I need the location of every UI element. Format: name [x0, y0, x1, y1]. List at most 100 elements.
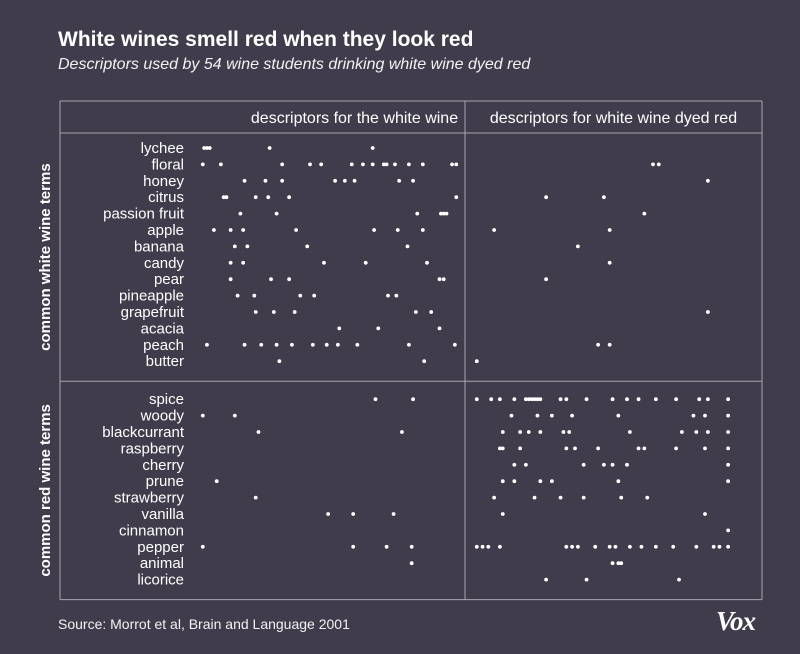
dot-red-prune-1	[512, 479, 517, 484]
dot-white-floral-13	[450, 162, 454, 167]
dot-red-raspberry-9	[703, 446, 707, 451]
dot-white-banana-2	[305, 244, 310, 249]
dot-white-pineapple-0	[235, 293, 240, 298]
tick-label-animal: animal	[140, 555, 184, 572]
dot-red-floral-1	[656, 162, 661, 167]
dot-red-animal-2	[619, 561, 624, 566]
column-header-white-wine: descriptors for the white wine	[251, 110, 458, 127]
dot-white-peach-0	[205, 342, 209, 347]
dot-white-citrus-5	[454, 195, 459, 200]
dot-red-woody-2	[549, 413, 554, 418]
dot-white-pepper-2	[384, 544, 389, 549]
dot-red-prune-3	[549, 479, 554, 484]
dot-red-spice-5	[526, 397, 531, 402]
dot-red-spice-13	[610, 397, 615, 402]
dot-red-cherry-3	[601, 462, 606, 467]
dot-red-spice-8	[535, 397, 540, 402]
column-header-dyed-red: descriptors for white wine dyed red	[490, 110, 737, 127]
tick-label-cherry: cherry	[142, 457, 184, 474]
vox-logo: Vox	[716, 606, 756, 636]
dot-white-honey-6	[397, 178, 402, 183]
dot-red-woody-4	[616, 413, 621, 418]
dot-white-apple-6	[420, 228, 425, 232]
tick-label-floral: floral	[151, 156, 184, 173]
dot-red-spice-0	[474, 397, 479, 402]
dot-red-pepper-15	[711, 544, 716, 549]
dot-red-blackcurrant-9	[705, 430, 710, 434]
group-label-0: common white wine terms	[37, 163, 54, 351]
dot-white-peach-8	[355, 342, 360, 347]
dot-red-spice-11	[564, 397, 569, 402]
dot-white-acacia-0	[337, 326, 342, 331]
dot-white-banana-3	[405, 244, 410, 249]
dot-white-apple-5	[395, 228, 400, 232]
dot-red-cinnamon-0	[726, 528, 731, 533]
dot-white-apple-4	[372, 228, 376, 232]
dot-red-blackcurrant-8	[694, 430, 699, 434]
tick-label-strawberry: strawberry	[114, 490, 185, 507]
dot-white-floral-2	[280, 162, 285, 167]
dot-white-peach-5	[310, 342, 315, 347]
dot-red-pepper-6	[575, 544, 580, 549]
dot-white-honey-1	[263, 178, 268, 183]
dot-red-raspberry-7	[642, 446, 647, 451]
dot-white-peach-3	[274, 342, 279, 347]
dot-red-blackcurrant-2	[526, 430, 531, 434]
tick-label-lychee: lychee	[141, 140, 184, 157]
dot-red-prune-5	[726, 479, 731, 484]
dot-white-floral-3	[308, 162, 312, 167]
dot-red-spice-10	[558, 397, 563, 402]
dot-white-butter-0	[277, 359, 282, 364]
dot-red-prune-2	[538, 479, 543, 484]
dot-red-spice-7	[532, 397, 537, 402]
dot-red-blackcurrant-3	[538, 430, 543, 434]
dot-white-lychee-2	[207, 146, 212, 150]
dot-red-butter-0	[474, 359, 479, 364]
dot-red-spice-9	[538, 397, 543, 402]
dot-white-grapefruit-2	[292, 310, 297, 314]
dot-white-floral-1	[218, 162, 223, 167]
dot-white-floral-7	[370, 162, 375, 167]
tick-label-licorice: licorice	[137, 572, 184, 589]
dot-red-pepper-4	[564, 544, 569, 549]
tick-label-apple: apple	[147, 222, 184, 239]
dot-red-strawberry-2	[558, 495, 563, 500]
dot-red-peach-0	[596, 342, 601, 347]
dot-white-blackcurrant-1	[400, 430, 404, 434]
dot-red-pepper-0	[474, 544, 479, 549]
dot-white-banana-1	[245, 244, 250, 249]
dot-white-citrus-0	[221, 195, 226, 200]
dot-red-pepper-1	[480, 544, 485, 549]
dot-white-vanilla-0	[326, 512, 331, 516]
tick-label-butter: butter	[146, 353, 184, 370]
chart-title: White wines smell red when they look red	[58, 28, 474, 51]
dot-white-apple-0	[212, 228, 216, 232]
dot-red-citrus-0	[544, 195, 549, 200]
dot-white-honey-4	[342, 178, 347, 183]
dot-red-woody-1	[535, 413, 540, 418]
dot-red-blackcurrant-7	[679, 430, 684, 434]
dot-white-floral-8	[381, 162, 386, 167]
dot-white-peach-9	[406, 342, 411, 347]
dot-red-spice-18	[697, 397, 702, 402]
group-label-1: common red wine terms	[37, 404, 54, 577]
tick-label-pineapple: pineapple	[119, 288, 184, 305]
dot-red-pepper-8	[607, 544, 612, 549]
tick-label-pear: pear	[154, 271, 184, 288]
dot-white-apple-1	[228, 228, 233, 232]
dot-red-floral-0	[651, 162, 655, 167]
dot-white-spice-1	[411, 397, 415, 402]
dot-white-candy-1	[241, 260, 246, 265]
dot-white-pineapple-3	[312, 293, 317, 298]
dot-white-pepper-0	[200, 544, 205, 549]
dot-white-candy-0	[228, 260, 233, 265]
dot-red-pepper-16	[717, 544, 722, 549]
dot-red-blackcurrant-6	[627, 430, 632, 434]
dot-white-strawberry-0	[253, 495, 258, 500]
dot-red-pepper-12	[653, 544, 658, 549]
dot-white-floral-5	[349, 162, 354, 167]
dot-white-floral-12	[420, 162, 425, 167]
dot-white-pear-2	[287, 277, 292, 282]
dot-red-grapefruit-0	[705, 310, 710, 314]
tick-label-peach: peach	[143, 337, 184, 354]
